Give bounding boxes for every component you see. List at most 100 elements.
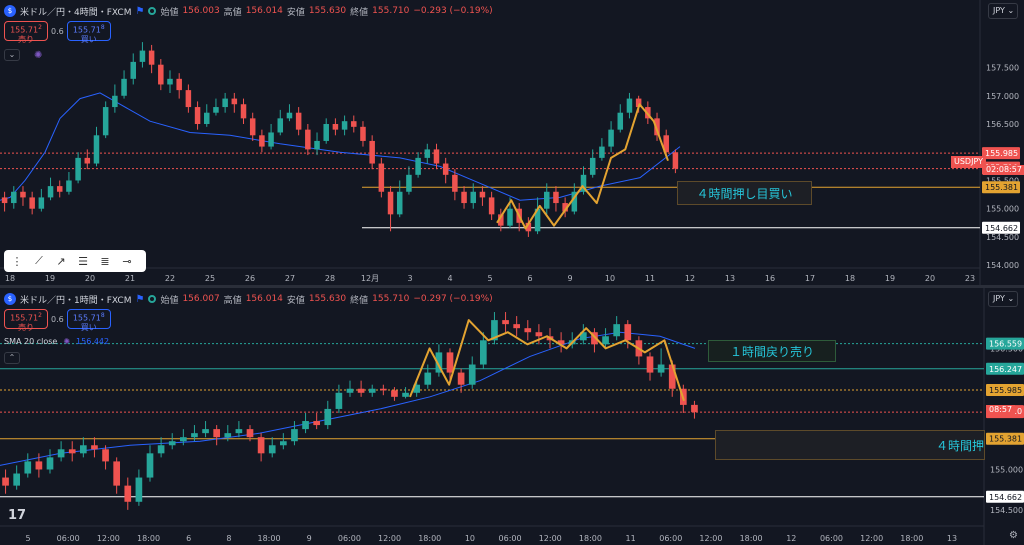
candle-body	[341, 121, 348, 130]
x-tick-label: 8	[226, 534, 231, 543]
candle-body	[602, 336, 609, 345]
parallel-channel-icon[interactable]: ☰	[78, 254, 88, 268]
x-tick-label: 12:00	[97, 534, 120, 543]
sell-button[interactable]: 155.712 売り	[4, 309, 48, 332]
collapse-indicators-button[interactable]: ⌃	[4, 352, 20, 364]
annotation-box-4h[interactable]: ４時間押し目買い	[677, 181, 812, 205]
candle-body	[580, 174, 587, 192]
candlestick-chart-4h[interactable]: 157.500 157.000 156.500 155.500 155.000 154.5…	[0, 0, 1024, 285]
candle-body	[46, 457, 54, 470]
buy-button[interactable]: 155.718 買い	[66, 21, 111, 44]
candle-body	[402, 392, 409, 397]
symbol-tag: USDJPY	[951, 156, 986, 168]
grip-icon[interactable]: ⋮	[11, 254, 23, 268]
x-tick-label: 12	[685, 274, 695, 283]
x-tick-label: 4	[447, 274, 452, 283]
candle-body	[56, 186, 63, 192]
swing-drawing	[409, 319, 685, 402]
candle-body	[291, 429, 298, 442]
chart-pane-1h[interactable]: 156.500155.000154.500506:0012:0018:00681…	[0, 288, 1024, 545]
level-price-tag	[982, 147, 1020, 160]
y-tick-label: 154.500	[990, 506, 1023, 515]
candle-body	[424, 149, 431, 158]
candle-body	[525, 222, 532, 232]
candle-body	[626, 98, 633, 113]
y-tick-label: 157.000	[986, 92, 1019, 101]
currency-label: JPY	[993, 6, 1005, 15]
buy-label: 買い	[80, 322, 97, 332]
candle-body	[360, 126, 366, 141]
level-price-tag	[986, 490, 1024, 503]
currency-selector[interactable]: JPY ⌄	[988, 291, 1018, 307]
candle-body	[663, 135, 669, 153]
candle-body	[668, 364, 676, 389]
candle-body	[168, 441, 176, 446]
sma-line	[0, 331, 696, 466]
x-tick-label: 18:00	[900, 534, 923, 543]
fib-icon[interactable]: ≣	[100, 254, 110, 268]
candle-body	[624, 324, 632, 341]
annotation-box-1h-sell[interactable]: １時間戻り売り	[708, 340, 836, 362]
candle-body	[191, 433, 198, 438]
candle-body	[157, 445, 165, 454]
candle-body	[580, 332, 587, 341]
candle-body	[57, 449, 65, 458]
candle-body	[222, 98, 228, 108]
candle-body	[617, 112, 624, 130]
sma-line	[0, 92, 681, 201]
currency-selector[interactable]: JPY ⌄	[988, 3, 1018, 19]
candlestick-chart-1h[interactable]: 156.500155.000154.500506:0012:0018:00681…	[0, 288, 1024, 545]
trendline-icon[interactable]: ⟋	[35, 254, 43, 267]
candle-body	[368, 388, 376, 393]
candle-body	[180, 437, 187, 442]
x-tick-label: 5	[25, 534, 30, 543]
buy-button[interactable]: 155.718 買い	[66, 309, 111, 332]
candle-body	[302, 421, 309, 430]
candle-body	[502, 320, 509, 325]
candle-body	[544, 191, 550, 209]
candle-body	[491, 320, 498, 341]
symbol-title[interactable]: 米ドル／円・4時間・FXCM	[20, 7, 132, 18]
flag-icon: $	[4, 5, 16, 17]
candle-body	[346, 388, 354, 393]
x-tick-label: 12:00	[378, 534, 401, 543]
x-tick-label: 19	[45, 274, 55, 283]
candle-body	[102, 107, 109, 136]
candle-body	[146, 453, 154, 478]
x-tick-label: 9	[307, 534, 312, 543]
candle-body	[268, 445, 276, 454]
ray-icon[interactable]: ↗	[56, 254, 66, 268]
horizontal-line-icon[interactable]: ⊸	[122, 254, 132, 268]
candle-body	[351, 121, 357, 127]
sma-legend[interactable]: SMA 20 close ✺ 156.442	[4, 337, 109, 346]
spread-value: 0.6	[51, 26, 64, 36]
x-tick-label: 23	[965, 274, 975, 283]
x-tick-label: 13	[725, 274, 735, 283]
bookmark-icon[interactable]: ⚑	[135, 293, 145, 305]
pane-divider[interactable]	[0, 285, 1024, 288]
chart-pane-4h[interactable]: 157.500 157.000 156.500 155.500 155.000 154.5…	[0, 0, 1024, 285]
bookmark-icon[interactable]: ⚑	[135, 5, 145, 17]
candle-body	[213, 429, 220, 438]
collapse-indicators-button[interactable]: ⌄	[4, 49, 20, 61]
candle-body	[305, 129, 311, 150]
countdown: 02:08:57	[983, 165, 1024, 175]
candle-body	[75, 157, 81, 181]
symbol-title[interactable]: 米ドル／円・1時間・FXCM	[20, 295, 132, 306]
sell-button[interactable]: 155.712 売り	[4, 21, 48, 44]
annotation-text: １時間戻り売り	[729, 344, 814, 359]
tradingview-logo[interactable]: 𝟭𝟳	[8, 508, 27, 523]
x-tick-label: 27	[285, 274, 295, 283]
candle-body	[68, 449, 76, 454]
x-tick-label: 18:00	[418, 534, 441, 543]
candle-body	[102, 449, 109, 462]
candle-body	[446, 352, 454, 373]
settings-gear-icon[interactable]: ⚙	[1009, 530, 1018, 541]
y-tick-label: 154.500	[986, 233, 1019, 242]
candle-body	[672, 152, 679, 169]
annotation-box-4h-dip[interactable]: ４時間押	[715, 430, 985, 460]
candle-body	[91, 445, 98, 450]
close-label: 終値	[350, 7, 369, 18]
candle-body	[139, 50, 146, 62]
sell-label: 売り	[18, 34, 34, 44]
